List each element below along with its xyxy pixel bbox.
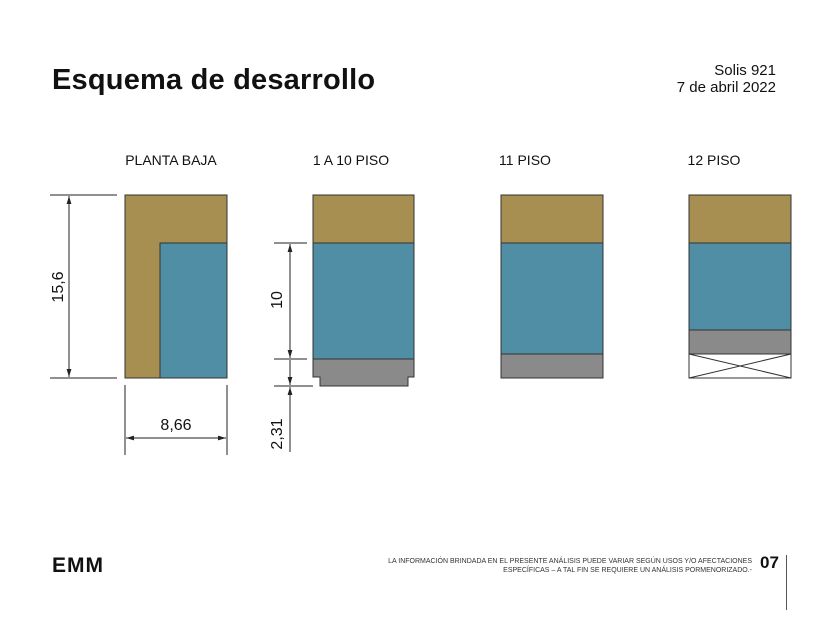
level-label-ground: PLANTA BAJA bbox=[125, 152, 217, 168]
disclaimer-line-1: LA INFORMACIÓN BRINDADA EN EL PRESENTE A… bbox=[388, 558, 752, 565]
level-label-1-10: 1 A 10 PISO bbox=[312, 152, 390, 168]
floor-11-block bbox=[500, 194, 604, 379]
level-label-12: 12 PISO bbox=[687, 152, 741, 168]
emm-logo: EMM bbox=[52, 554, 104, 577]
dim-floors-label: 10 bbox=[269, 291, 286, 309]
dimension-lines bbox=[50, 194, 313, 455]
page-divider bbox=[786, 555, 787, 610]
dim-height-label: 15,6 bbox=[50, 271, 67, 302]
page-number: 07 bbox=[760, 553, 779, 572]
project-date: 7 de abril 2022 bbox=[676, 79, 776, 96]
level-label-11: 11 PISO bbox=[499, 152, 551, 168]
disclaimer-line-2: ESPECÍFICAS – A TAL FIN SE REQUIERE UN A… bbox=[503, 567, 752, 574]
floors-1-10-block bbox=[312, 194, 415, 387]
dim-base-label: 2,31 bbox=[269, 418, 286, 449]
floor-12-block bbox=[688, 194, 792, 379]
project-name: Solis 921 bbox=[714, 62, 776, 79]
ground-floor-block bbox=[124, 194, 228, 379]
project-meta: Solis 921 7 de abril 2022 bbox=[677, 62, 776, 96]
dim-width-label: 8,66 bbox=[160, 417, 191, 434]
page-title: Esquema de desarrollo bbox=[52, 64, 376, 96]
disclaimer: LA INFORMACIÓN BRINDADA EN EL PRESENTE A… bbox=[388, 557, 752, 575]
